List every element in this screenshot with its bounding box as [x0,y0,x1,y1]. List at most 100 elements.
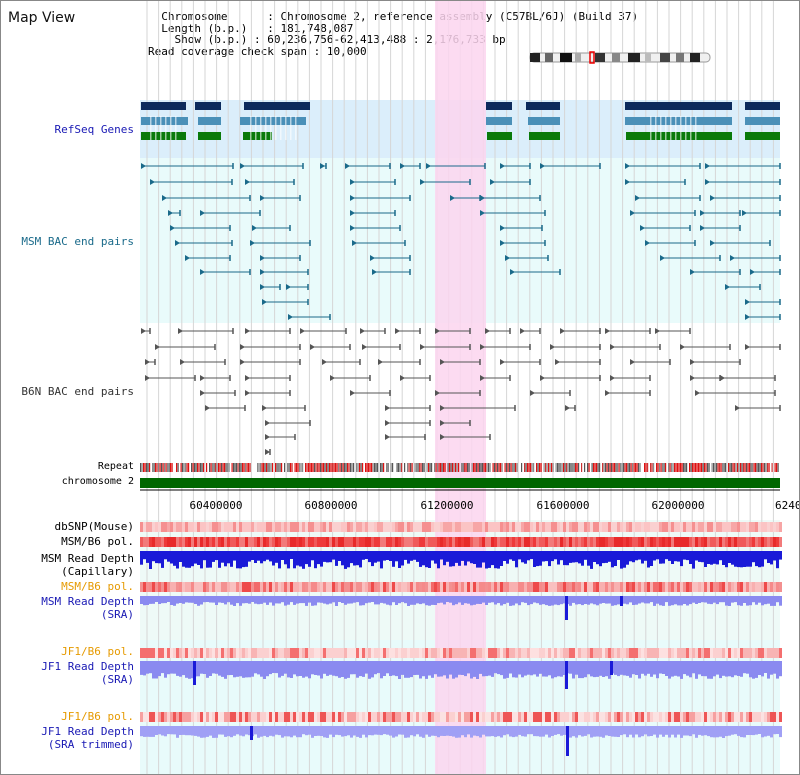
msm-b6-pol-segment[interactable] [608,537,611,547]
repeat-segment[interactable] [707,463,709,472]
jf1-b6-pol-segment[interactable] [449,648,452,658]
b6n-bac-pair-end-marker[interactable] [420,344,425,350]
jf1-b6-pol-2-segment[interactable] [566,712,569,722]
repeat-segment[interactable] [441,463,443,472]
dbsnp-segment[interactable] [566,522,569,532]
msm-b6-pol-segment[interactable] [716,537,719,547]
msm-b6-pol-2-segment[interactable] [542,582,545,592]
repeat-segment[interactable] [692,463,694,472]
repeat-segment[interactable] [719,463,721,472]
jf1-b6-pol-2-segment[interactable] [152,712,155,722]
repeat-segment[interactable] [330,463,332,472]
repeat-segment[interactable] [146,463,148,472]
repeat-segment[interactable] [698,463,700,472]
repeat-segment[interactable] [410,463,412,472]
repeat-segment[interactable] [333,463,335,472]
msm-b6-pol-segment[interactable] [410,537,413,547]
repeat-segment[interactable] [530,463,532,472]
msm-b6-pol-2-segment[interactable] [386,582,389,592]
b6n-bac-pair-end-marker[interactable] [178,328,183,334]
msm-b6-pol-segment[interactable] [386,537,389,547]
msm-b6-pol-segment[interactable] [701,537,704,547]
repeat-segment[interactable] [674,463,676,472]
repeat-segment[interactable] [566,463,568,472]
repeat-segment[interactable] [390,463,392,472]
msm-b6-pol-2-segment[interactable] [425,582,428,592]
dbsnp-segment[interactable] [641,522,644,532]
b6n-bac-pair-end-marker[interactable] [385,434,390,440]
msm-bac-pair-end-marker[interactable] [480,210,485,216]
b6n-bac-pair-end-marker[interactable] [265,449,270,455]
repeat-segment[interactable] [218,463,220,472]
repeat-segment[interactable] [561,463,563,472]
jf1-b6-pol-2-segment[interactable] [773,712,776,722]
jf1-b6-pol-2-segment[interactable] [308,712,311,722]
msm-b6-pol-segment[interactable] [164,537,167,547]
jf1-b6-pol-2-segment[interactable] [536,712,539,722]
repeat-segment[interactable] [498,463,500,472]
msm-b6-pol-segment[interactable] [623,537,626,547]
msm-b6-pol-2-segment[interactable] [665,582,668,592]
msm-b6-pol-2-segment[interactable] [728,582,731,592]
msm-b6-pol-segment[interactable] [209,537,212,547]
repeat-segment[interactable] [243,463,245,472]
dbsnp-segment[interactable] [209,522,212,532]
repeat-segment[interactable] [639,463,641,472]
jf1-b6-pol-segment[interactable] [545,648,548,658]
msm-b6-pol-2-segment[interactable] [443,582,446,592]
jf1-b6-pol-segment[interactable] [725,648,728,658]
chromosome-bar[interactable] [140,478,780,488]
quantitative-tracks[interactable] [140,522,782,756]
msm-b6-pol-2-segment[interactable] [149,582,152,592]
b6n-bac-pair-end-marker[interactable] [310,344,315,350]
b6n-bac-pair-end-marker[interactable] [245,390,250,396]
repeat-segment[interactable] [248,463,250,472]
repeat-segment[interactable] [297,463,299,472]
msm-b6-pol-2-segment[interactable] [638,582,641,592]
msm-b6-pol-segment[interactable] [161,537,164,547]
repeat-segment[interactable] [299,463,301,472]
jf1-b6-pol-segment[interactable] [425,648,428,658]
jf1-b6-pol-segment[interactable] [158,648,161,658]
msm-b6-pol-2-segment[interactable] [290,582,293,592]
dbsnp-segment[interactable] [317,522,320,532]
jf1-b6-pol-segment[interactable] [299,648,302,658]
msm-b6-pol-segment[interactable] [698,537,701,547]
b6n-bac-pair-end-marker[interactable] [610,375,615,381]
jf1-b6-pol-segment[interactable] [422,648,425,658]
jf1-b6-pol-2-segment[interactable] [452,712,455,722]
b6n-bac-pair-end-marker[interactable] [655,328,660,334]
jf1-b6-pol-2-segment[interactable] [506,712,509,722]
msm-b6-pol-segment[interactable] [659,537,662,547]
msm-bac-pair-end-marker[interactable] [730,255,735,261]
msm-b6-pol-2-segment[interactable] [293,582,296,592]
msm-bac-pair-end-marker[interactable] [705,179,710,185]
jf1-b6-pol-2-segment[interactable] [674,712,677,722]
msm-b6-pol-segment[interactable] [407,537,410,547]
msm-b6-pol-segment[interactable] [206,537,209,547]
jf1-b6-pol-2-segment[interactable] [491,712,494,722]
msm-b6-pol-segment[interactable] [485,537,488,547]
jf1-b6-pol-2-segment[interactable] [707,712,710,722]
dbsnp-segment[interactable] [410,522,413,532]
repeat-segment[interactable] [489,463,491,472]
msm-b6-pol-2-segment[interactable] [497,582,500,592]
msm-b6-pol-segment[interactable] [461,537,464,547]
dbsnp-segment[interactable] [674,522,677,532]
b6n-bac-pair-end-marker[interactable] [500,359,505,365]
jf1-b6-pol-segment[interactable] [302,648,305,658]
dbsnp-segment[interactable] [230,522,233,532]
jf1-b6-pol-segment[interactable] [758,648,761,658]
msm-b6-pol-2-segment[interactable] [263,582,266,592]
repeat-segment[interactable] [701,463,703,472]
msm-b6-pol-2-segment[interactable] [725,582,728,592]
repeat-segment[interactable] [740,463,742,472]
b6n-bac-pair-end-marker[interactable] [205,405,210,411]
repeat-segment[interactable] [650,463,652,472]
msm-b6-pol-segment[interactable] [188,537,191,547]
msm-bac-pair-end-marker[interactable] [645,240,650,246]
repeat-segment[interactable] [245,463,247,472]
jf1-b6-pol-2-segment[interactable] [164,712,167,722]
jf1-b6-pol-2-segment[interactable] [725,712,728,722]
dbsnp-segment[interactable] [341,522,344,532]
